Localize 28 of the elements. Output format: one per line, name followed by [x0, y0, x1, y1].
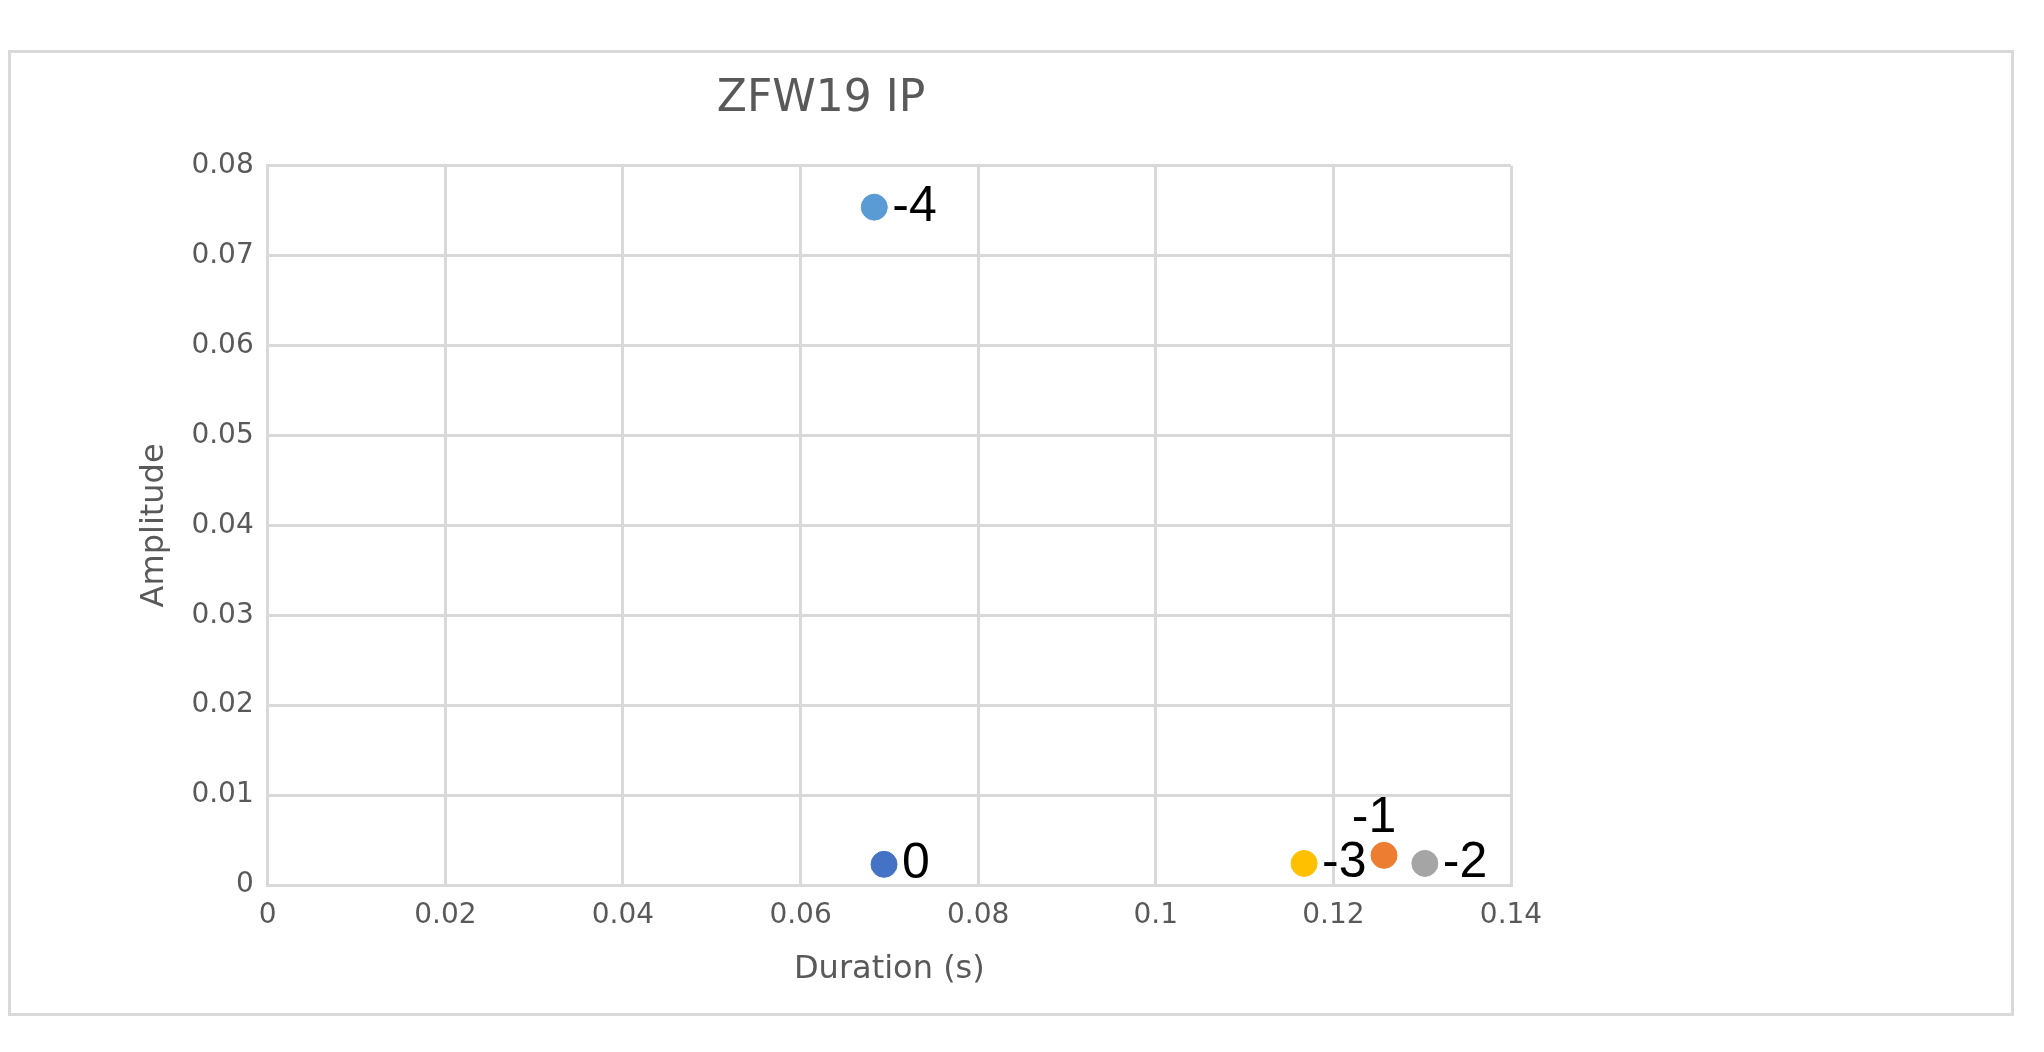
annotation: -4 — [892, 175, 937, 232]
y-tick-label: 0 — [235, 866, 254, 900]
y-tick-label: 0.04 — [191, 506, 254, 540]
point — [1370, 841, 1398, 869]
chart-title: ZFW19 IP — [716, 69, 926, 121]
y-tick-label: 0.07 — [191, 236, 254, 270]
y-axis-title: Amplitude — [132, 443, 171, 608]
x-tick-label: 0.12 — [1302, 897, 1365, 931]
y-tick-label: 0.08 — [191, 147, 254, 181]
y-tick-label: 0.06 — [191, 326, 254, 360]
y-tick-label: 0.05 — [191, 416, 254, 450]
x-axis-title: Duration (s) — [793, 948, 985, 987]
point — [860, 193, 888, 221]
point — [1290, 849, 1318, 877]
y-tick-label: 0.01 — [191, 776, 254, 810]
x-tick-label: 0.06 — [769, 897, 832, 931]
x-tick-label: 0.14 — [1479, 897, 1543, 931]
x-tick-label: 0.02 — [414, 897, 477, 931]
y-tick-label: 0.02 — [191, 686, 254, 720]
x-tick-label: 0.08 — [947, 897, 1010, 931]
x-tick-label: 0.04 — [591, 897, 655, 931]
annotation: -2 — [1442, 832, 1488, 889]
annotation: 0 — [902, 833, 930, 890]
x-tick-label: 0.1 — [1133, 897, 1179, 931]
point — [1411, 849, 1439, 877]
y-tick-label: 0.03 — [191, 596, 254, 630]
point — [870, 850, 898, 878]
x-tick-label: 0 — [258, 897, 277, 931]
